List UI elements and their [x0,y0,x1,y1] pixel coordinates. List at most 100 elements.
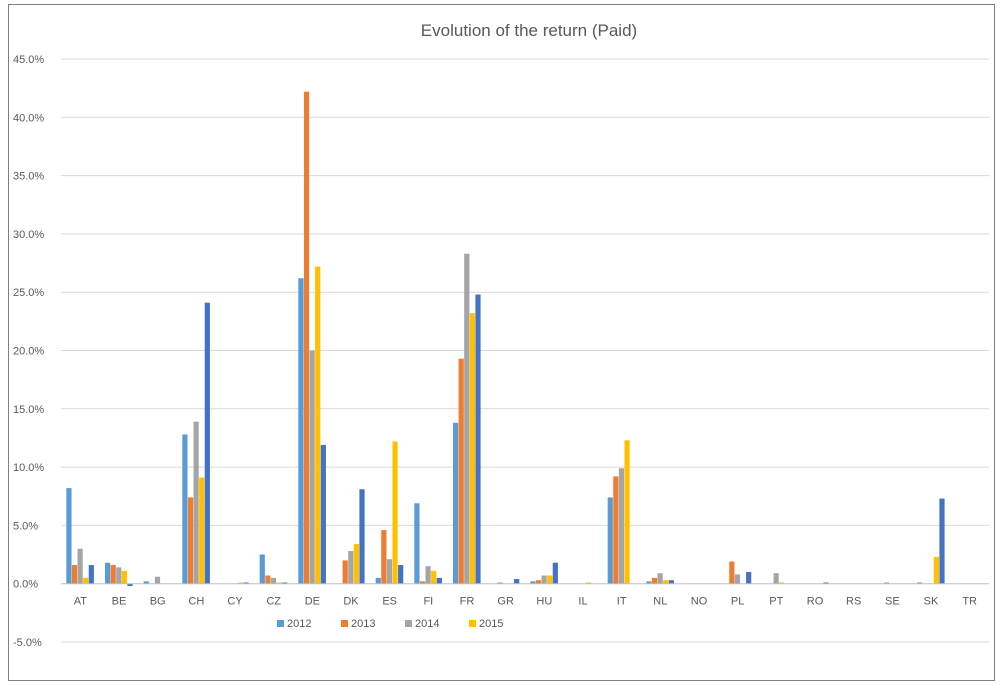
y-tick-label: 35.0% [13,171,44,183]
bar-de-extra [320,444,326,584]
bar-it-2014 [618,468,625,584]
bar-de-2014 [309,350,315,584]
y-tick-label: 40.0% [13,112,44,124]
bar-be-2015 [121,570,127,584]
x-tick-label: BG [150,596,166,608]
bar-sk-extra [939,498,945,584]
y-tick-label: 0.0% [13,579,38,591]
x-tick-label: CZ [266,596,281,608]
bar-fr-extra [475,294,481,584]
bar-cz-2013 [265,575,271,584]
bar-sk-2012 [917,582,923,584]
bar-at-2015 [83,577,89,584]
bar-hu-2015 [547,575,553,584]
legend-label: 2014 [415,618,439,630]
x-tick-label: DK [343,596,359,608]
bar-at-2012 [66,488,72,584]
bar-pl-2013 [729,561,735,584]
legend-swatch [469,620,476,627]
legend-swatch [277,620,284,627]
bar-es-2012 [375,577,381,584]
bar-pt-2014 [773,573,779,584]
x-tick-label: CH [188,596,204,608]
bar-ch-2013 [187,497,194,584]
bar-cz-2014 [270,577,277,584]
bar-bg-2014 [154,576,161,584]
x-tick-label: DE [305,596,320,608]
bar-de-2015 [315,266,321,584]
bar-nl-2014 [657,573,663,584]
x-tick-label: ES [382,596,397,608]
x-tick-label: RO [807,596,824,608]
bar-at-2013 [71,565,78,584]
bar-cy-2015 [237,582,243,584]
legend-swatch [405,620,412,627]
x-tick-label: CY [227,596,243,608]
bar-se-2013 [883,582,890,584]
x-tick-label: IL [578,596,587,608]
bar-ch-2012 [182,434,188,584]
bar-es-2013 [381,530,387,584]
bar-cz-extra [282,582,288,584]
bar-ro-extra [823,582,829,584]
y-tick-label: 25.0% [13,287,44,299]
x-tick-label: SK [924,596,939,608]
bar-fr-2014 [464,253,470,584]
bar-fi-2012 [414,503,420,584]
y-tick-label: -5.0% [13,637,42,649]
x-tick-label: PL [731,596,744,608]
bar-fr-2015 [469,313,475,584]
bar-dk-2015 [353,544,359,584]
bar-nl-2015 [663,580,669,584]
bar-be-extra [127,583,133,587]
bar-chart: Evolution of the return (Paid) 45.0% 40.0… [13,21,989,649]
bar-cz-2012 [259,554,265,584]
x-tick-label: NO [691,596,708,608]
x-tick-label: FR [460,596,475,608]
x-tick-label: PT [769,596,783,608]
bar-es-extra [398,565,404,584]
bar-ch-2014 [193,421,199,584]
legend: 2012 2013 2014 2015 [277,618,503,630]
bar-fi-2013 [419,581,426,584]
bar-cz-2015 [276,582,282,584]
legend-label: 2015 [479,618,503,630]
x-tick-label: HU [536,596,552,608]
bar-pl-extra [746,572,752,584]
x-tick-label: SE [885,596,900,608]
bar-at-extra [88,565,94,584]
y-tick-label: 10.0% [13,462,44,474]
bar-bg-2012 [143,581,149,584]
x-tick-label: AT [74,596,88,608]
x-tick-label: RS [846,596,861,608]
bar-at-2014 [77,548,83,584]
bars [66,91,945,587]
bar-be-2012 [105,562,111,584]
bar-il-2015 [585,582,591,584]
x-tick-label: BE [112,596,127,608]
y-tick-label: 15.0% [13,404,44,416]
bar-pt-2015 [779,582,785,584]
gridlines [61,58,989,643]
bar-ch-extra [204,302,210,584]
bar-fi-extra [436,577,442,584]
bar-be-2014 [116,567,122,584]
bar-nl-extra [668,580,674,584]
bar-pl-2014 [734,574,741,584]
y-tick-label: 5.0% [13,520,38,532]
x-tick-label: NL [653,596,667,608]
bar-dk-extra [359,489,365,584]
bar-dk-2013 [342,560,348,584]
chart-frame: Evolution of the return (Paid) 45.0% 40.0… [8,4,995,681]
bar-gr-2013 [497,582,503,584]
bar-de-2013 [303,91,310,584]
bar-it-2013 [613,476,619,584]
bar-it-2012 [607,497,613,584]
bar-fr-2012 [453,422,459,584]
bar-hu-2012 [530,581,536,584]
legend-swatch [341,620,348,627]
y-axis-ticks: 45.0% 40.0% 35.0% 30.0% 25.0% 20.0% 15.0% 10.0%… [13,54,44,649]
x-axis-ticks: AT BE BG CH CY CZ DE DK ES FI FR GR HU IL IT NL NO PL PT RO… [74,596,977,608]
x-tick-label: FI [423,596,433,608]
bar-be-2013 [110,565,116,584]
